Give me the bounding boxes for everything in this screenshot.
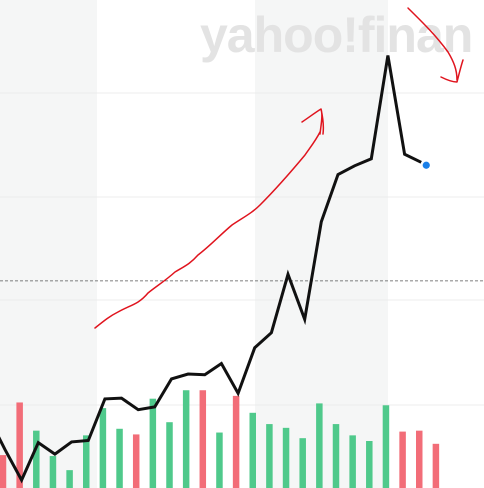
last-price-marker: [422, 161, 430, 169]
volume-bar: [416, 430, 423, 488]
volume-bar: [182, 390, 190, 488]
downward-trend-arrow: [407, 7, 458, 81]
volume-bar: [216, 432, 223, 488]
hand-drawn-annotations: [94, 7, 464, 329]
volume-bar: [66, 470, 73, 488]
volume-bars: [0, 390, 440, 488]
volume-bar: [432, 443, 440, 488]
volume-bar: [166, 422, 173, 488]
volume-bar: [116, 428, 123, 488]
volume-bar: [316, 403, 323, 488]
volume-bar: [16, 402, 23, 488]
background-bands: [0, 0, 388, 488]
volume-bar: [266, 424, 273, 488]
downward-arrow-head: [440, 59, 464, 83]
price-line: [0, 55, 422, 484]
volume-bar: [33, 430, 40, 488]
time-band: [0, 0, 97, 488]
volume-bar: [149, 398, 157, 488]
volume-bar: [99, 408, 107, 488]
volume-bar: [132, 434, 140, 488]
volume-bar: [399, 431, 406, 488]
volume-bar: [83, 435, 90, 488]
volume-bar: [282, 427, 290, 488]
volume-bar: [299, 438, 306, 488]
volume-bar: [0, 455, 7, 488]
volume-bar: [249, 412, 256, 488]
volume-bar: [332, 424, 340, 488]
volume-bar: [49, 456, 57, 488]
volume-bar: [382, 405, 390, 488]
volume-bar: [232, 395, 240, 488]
upward-arrow-head: [301, 108, 325, 135]
volume-bar: [349, 435, 356, 488]
grid-lines: [0, 92, 484, 406]
upward-trend-arrow: [94, 131, 321, 329]
volume-bar: [366, 441, 373, 488]
volume-bar: [199, 390, 207, 488]
yahoo-finance-watermark: yahoo!finan: [200, 7, 472, 63]
